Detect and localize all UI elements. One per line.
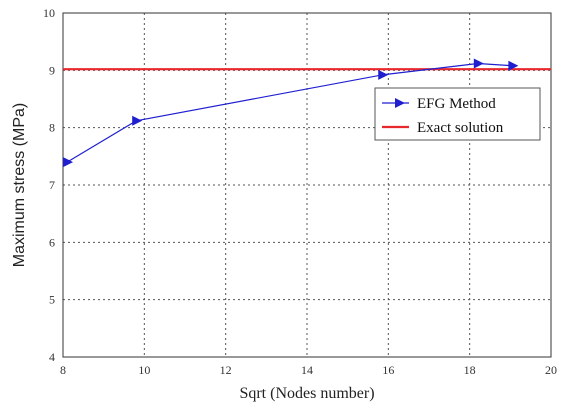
y-axis-ticks: 4 5 6 7 8 9 10 <box>43 6 55 364</box>
data-point-efg-method <box>63 157 74 168</box>
y-tick-label: 9 <box>49 63 55 77</box>
x-tick-label: 16 <box>382 363 394 377</box>
x-tick-label: 8 <box>60 363 66 377</box>
y-tick-label: 4 <box>49 350 55 364</box>
data-point-efg-method <box>473 58 484 69</box>
y-tick-label: 8 <box>49 121 55 135</box>
data-point-efg-method <box>508 60 519 71</box>
y-tick-label: 10 <box>43 6 55 20</box>
x-tick-label: 20 <box>545 363 557 377</box>
x-axis-label: Sqrt (Nodes number) <box>239 385 374 402</box>
data-point-efg-method <box>378 69 389 80</box>
y-tick-label: 7 <box>49 178 55 192</box>
y-tick-label: 6 <box>49 235 55 249</box>
legend-label-efg-method: EFG Method <box>417 96 496 112</box>
x-tick-label: 10 <box>138 363 150 377</box>
x-axis-ticks: 8 10 12 14 16 18 20 <box>60 363 557 377</box>
x-tick-label: 18 <box>464 363 476 377</box>
x-tick-label: 12 <box>220 363 232 377</box>
y-axis-label: Maximum stress (MPa) <box>11 103 28 267</box>
plot-frame <box>62 12 552 358</box>
x-tick-label: 14 <box>301 363 313 377</box>
data-point-efg-method <box>132 115 143 126</box>
series-layer <box>63 58 551 168</box>
y-tick-label: 5 <box>49 293 55 307</box>
legend-box <box>374 87 541 141</box>
legend-marker-efg-method <box>395 98 405 108</box>
legend-label-exact-solution: Exact solution <box>417 120 504 136</box>
grid <box>63 13 551 357</box>
legend: EFG Method Exact solution <box>374 87 541 141</box>
